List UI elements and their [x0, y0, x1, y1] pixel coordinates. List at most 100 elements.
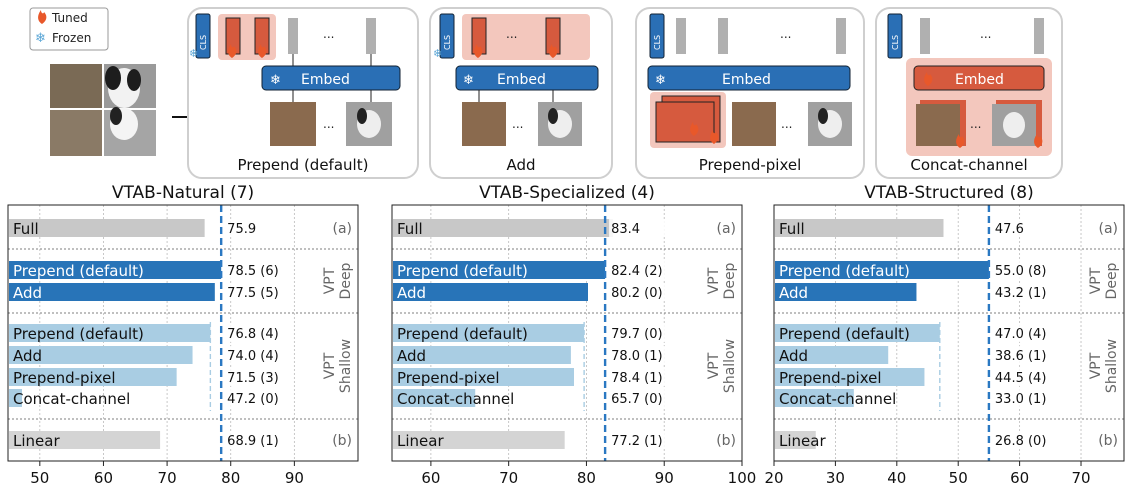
x-tick-label: 60 — [1010, 469, 1029, 487]
chart-title: VTAB-Natural (7) — [112, 183, 254, 203]
bar-category-label: Prepend (default) — [13, 325, 144, 343]
value-label: 68.9 (1) — [227, 434, 279, 449]
value-label-bg — [225, 431, 286, 449]
value-label: 79.7 (0) — [611, 327, 663, 342]
bar — [9, 324, 211, 342]
bar-category-label: Add — [397, 347, 426, 365]
bar-category-label: Concat-channel — [13, 390, 130, 408]
group-label-vpt-deep: VPTDeep — [322, 262, 354, 299]
value-label-bg — [992, 431, 1053, 449]
value-label-bg — [609, 431, 670, 449]
image-patch — [916, 104, 960, 146]
cls-token-label: CLS — [653, 35, 662, 50]
value-label: 77.2 (1) — [611, 434, 663, 449]
method-panel-prepend: CLS ❄ ... ❄ Embed ... Prepend (default) — [187, 7, 419, 179]
value-label-bg — [609, 219, 670, 237]
x-tick-label: 80 — [221, 469, 240, 487]
legend-tuned-label: Tuned — [51, 11, 88, 25]
value-label: 76.8 (4) — [227, 327, 279, 342]
chart-panel: VTAB-Specialized (4) Full Prepend (default… — [391, 183, 757, 487]
bar-category-label: Prepend-pixel — [397, 369, 500, 387]
group-label-line: VPT — [706, 352, 722, 379]
value-label-bg — [609, 324, 670, 342]
method-caption: Prepend (default) — [238, 156, 369, 174]
snowflake-icon: ❄ — [463, 73, 474, 88]
bar — [775, 389, 854, 407]
bar-category-label: Full — [779, 220, 805, 238]
group-label-vpt-deep: VPTDeep — [706, 262, 738, 299]
bar — [9, 431, 161, 449]
value-label-bg — [992, 368, 1053, 386]
bar-category-label: Prepend (default) — [13, 262, 144, 280]
value-label: 26.8 (0) — [995, 434, 1047, 449]
cls-token-label: CLS — [199, 35, 208, 50]
value-label-bg — [992, 389, 1053, 407]
group-label-line: VPT — [1088, 352, 1104, 379]
x-tick-label: 50 — [30, 469, 49, 487]
group-label-line: Deep — [722, 262, 738, 299]
value-label: 74.0 (4) — [227, 349, 279, 364]
bar-category-label: Prepend (default) — [397, 262, 528, 280]
bar — [775, 431, 816, 449]
bar — [9, 261, 222, 279]
embed-label: Embed — [955, 72, 1004, 88]
value-label: 38.6 (1) — [995, 349, 1047, 364]
x-tick-label: 100 — [728, 469, 757, 487]
bar — [9, 389, 22, 407]
chart-title: VTAB-Structured (8) — [864, 183, 1033, 203]
value-label-bg — [609, 283, 670, 301]
group-label-line: VPT — [706, 267, 722, 294]
chart-title: VTAB-Specialized (4) — [479, 183, 655, 203]
value-label-bg — [992, 324, 1053, 342]
row-marker-a: (a) — [1098, 221, 1118, 237]
x-tick-label: 50 — [949, 469, 968, 487]
fire-icon — [924, 72, 933, 86]
value-label: 75.9 — [227, 222, 256, 237]
fire-icon — [474, 44, 483, 58]
method-caption: Prepend-pixel — [699, 156, 802, 174]
value-label-bg — [609, 261, 670, 279]
x-tick-label: 70 — [499, 469, 518, 487]
x-tick-label: 30 — [826, 469, 845, 487]
value-label-bg — [225, 389, 286, 407]
value-label: 78.0 (1) — [611, 349, 663, 364]
x-tick-label: 20 — [764, 469, 783, 487]
chart-panel: VTAB-Natural (7) Full Prepend (default) Add… — [7, 183, 359, 487]
value-label-bg — [992, 283, 1053, 301]
ellipsis: ... — [780, 27, 791, 41]
x-tick-label: 80 — [577, 469, 596, 487]
value-label: 65.7 (0) — [611, 392, 663, 407]
ellipsis: ... — [323, 27, 334, 41]
value-label: 77.5 (5) — [227, 286, 279, 301]
value-label-bg — [225, 346, 286, 364]
chart-panel: VTAB-Structured (8) Full Prepend (default)… — [764, 183, 1125, 487]
bar — [775, 219, 944, 237]
bar — [393, 283, 588, 301]
x-tick-label: 60 — [94, 469, 113, 487]
value-label: 33.0 (1) — [995, 392, 1047, 407]
fire-icon — [258, 44, 267, 58]
x-tick-label: 70 — [158, 469, 177, 487]
fire-icon — [549, 44, 558, 58]
value-label: 82.4 (2) — [611, 264, 663, 279]
fire-icon — [710, 130, 719, 144]
ellipsis: ... — [512, 117, 523, 131]
chart-frame — [391, 204, 743, 462]
bar — [393, 389, 476, 407]
group-label-line: VPT — [322, 352, 338, 379]
image-patch — [462, 102, 506, 146]
fire-icon — [956, 134, 965, 148]
bar — [9, 346, 193, 364]
group-label-line: VPT — [322, 267, 338, 294]
chart-frame — [7, 204, 359, 462]
bar — [393, 431, 565, 449]
legend: Tuned ❄ Frozen — [29, 7, 109, 51]
value-label: 80.2 (0) — [611, 286, 663, 301]
embed-label: Embed — [497, 72, 546, 88]
group-label-line: Shallow — [338, 339, 354, 393]
value-label: 83.4 — [611, 222, 640, 237]
snowflake-icon: ❄ — [189, 47, 198, 60]
row-marker-b: (b) — [332, 433, 352, 449]
bar — [9, 368, 177, 386]
